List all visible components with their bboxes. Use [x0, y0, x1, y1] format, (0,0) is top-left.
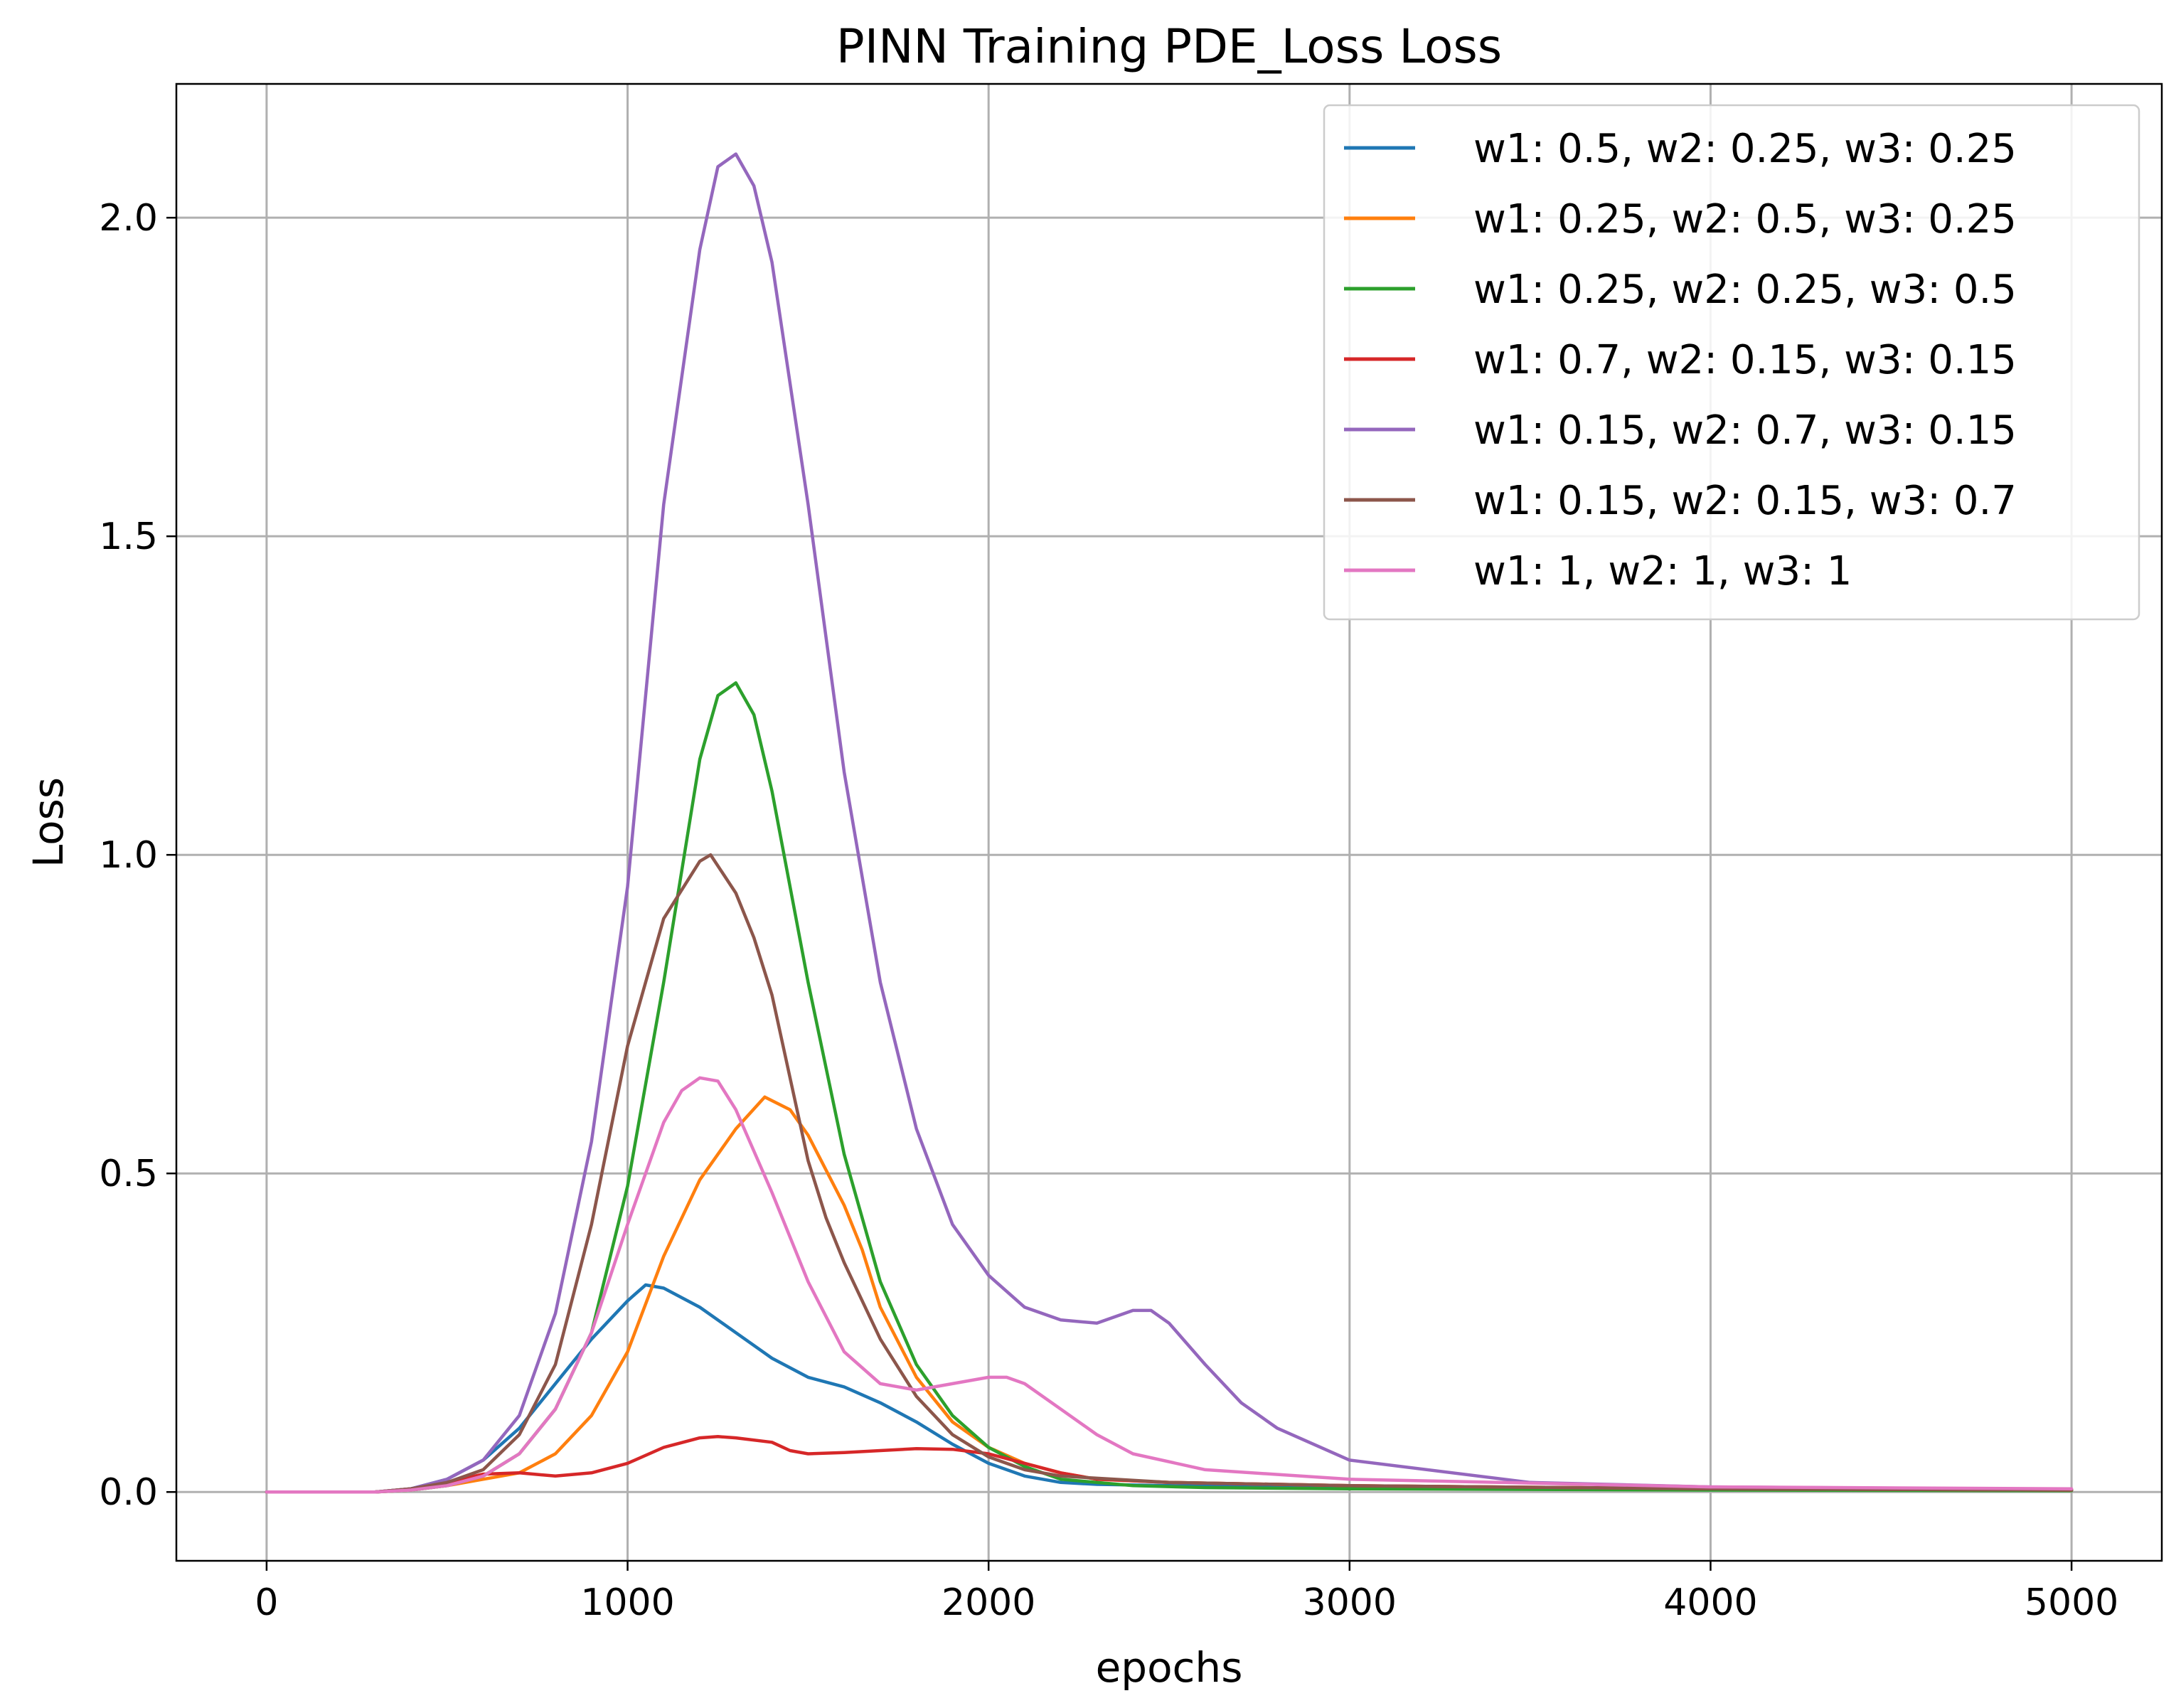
- x-tick-label: 1000: [580, 1581, 674, 1624]
- series-lines: [265, 152, 2074, 1494]
- y-tick-label: 1.5: [99, 516, 158, 558]
- legend-label: w1: 0.15, w2: 0.7, w3: 0.15: [1473, 407, 2017, 454]
- y-tick-label: 1.0: [99, 834, 158, 877]
- series-line-1: [265, 1283, 2074, 1494]
- legend-label: w1: 0.15, w2: 0.15, w3: 0.7: [1473, 478, 2017, 524]
- legend-label: w1: 0.5, w2: 0.25, w3: 0.25: [1473, 126, 2017, 172]
- axis-ticks: 0 1000 2000 3000 4000 5000 0.0 0.5 1.0 1.5 2.0: [99, 197, 2118, 1624]
- legend-label: w1: 0.25, w2: 0.25, w3: 0.5: [1473, 267, 2017, 313]
- x-tick-label: 2000: [942, 1581, 1035, 1624]
- series-line-5: [265, 152, 2074, 1494]
- x-axis-label: epochs: [1096, 1643, 1243, 1692]
- x-tick-label: 0: [255, 1581, 278, 1624]
- series-line-6: [265, 853, 2074, 1494]
- series-line-7: [265, 1076, 2074, 1494]
- legend: w1: 0.5, w2: 0.25, w3: 0.25 w1: 0.25, w2:…: [1323, 104, 2140, 621]
- y-tick-label: 0.5: [99, 1153, 158, 1195]
- legend-label: w1: 0.7, w2: 0.15, w3: 0.15: [1473, 337, 2017, 383]
- legend-label: w1: 0.25, w2: 0.5, w3: 0.25: [1473, 196, 2017, 242]
- y-tick-label: 0.0: [99, 1471, 158, 1514]
- x-tick-label: 5000: [2025, 1581, 2118, 1624]
- x-tick-label: 4000: [1663, 1581, 1757, 1624]
- x-tick-label: 3000: [1303, 1581, 1397, 1624]
- legend-box: [1323, 104, 2140, 621]
- chart-title: PINN Training PDE_Loss Loss: [836, 19, 1502, 74]
- legend-label: w1: 1, w2: 1, w3: 1: [1473, 548, 1852, 594]
- y-axis-label: Loss: [24, 777, 73, 868]
- plot-area-frame: [175, 82, 2163, 1562]
- y-tick-label: 2.0: [99, 197, 158, 240]
